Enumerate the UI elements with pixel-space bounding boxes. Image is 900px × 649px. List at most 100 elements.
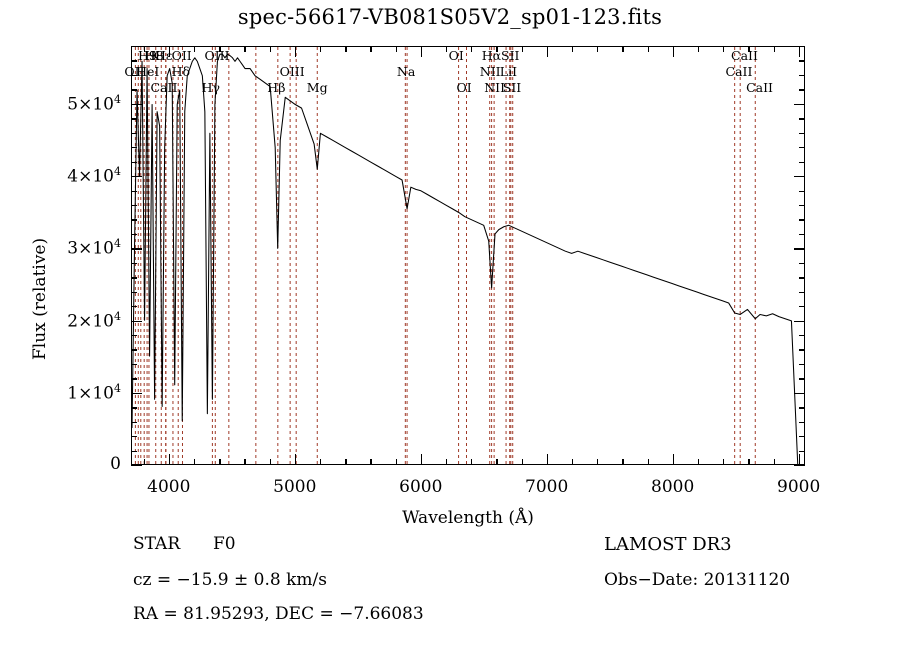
axis-tick (647, 459, 649, 465)
axis-tick (723, 459, 725, 465)
axis-tick (143, 46, 145, 52)
axis-tick (798, 454, 801, 465)
axis-tick (131, 118, 137, 120)
axis-tick (597, 459, 599, 465)
axis-tick (799, 147, 805, 149)
axis-tick (597, 46, 599, 52)
axis-tick (723, 46, 725, 52)
axis-tick (131, 277, 137, 279)
plot-area (131, 46, 805, 465)
y-tick-label: 5×104 (67, 92, 121, 115)
axis-tick (395, 46, 397, 52)
axis-tick (799, 132, 805, 135)
axis-tick (131, 204, 137, 207)
axis-tick (345, 46, 347, 52)
line-label-CaII: CaII (731, 48, 758, 63)
axis-tick (799, 291, 805, 293)
axis-tick (131, 89, 137, 91)
y-axis-title: Flux (relative) (30, 237, 50, 360)
axis-tick (131, 465, 142, 467)
axis-tick (131, 161, 137, 163)
axis-tick (131, 363, 137, 366)
x-tick-label: 7000 (525, 477, 569, 497)
axis-tick (697, 459, 700, 465)
axis-tick (799, 219, 805, 221)
axis-tick (799, 450, 805, 452)
line-label-H8: H8 (144, 48, 164, 63)
line-label-OIII: OIII (279, 64, 305, 79)
x-axis-title: Wavelength (Å) (402, 508, 534, 528)
axis-tick (131, 450, 137, 452)
axis-tick (571, 459, 574, 465)
spectrum-trace (132, 47, 804, 464)
axis-tick (294, 46, 297, 57)
axis-tick (571, 46, 574, 52)
x-tick-label: 5000 (273, 477, 317, 497)
axis-tick (521, 459, 523, 465)
axis-tick (269, 46, 271, 52)
axis-tick (446, 459, 448, 465)
axis-tick (799, 277, 805, 279)
axis-tick (131, 335, 137, 337)
line-label-H: Hα (481, 48, 502, 63)
axis-tick (794, 248, 805, 250)
axis-tick (521, 46, 523, 52)
y-tick-label: 1×104 (67, 381, 121, 404)
axis-tick (794, 103, 805, 106)
axis-tick (420, 46, 423, 57)
axis-tick (799, 161, 805, 163)
axis-tick (244, 46, 246, 52)
axis-tick (773, 46, 775, 52)
axis-tick (799, 335, 805, 337)
spectral-class: F0 (212, 534, 236, 554)
axis-tick (799, 306, 805, 308)
x-tick-label: 9000 (777, 477, 821, 497)
axis-tick (131, 291, 137, 293)
footer-cz: cz = −15.9 ± 0.8 km/s (133, 570, 327, 590)
line-label-OIII: OIII (204, 48, 230, 63)
axis-tick (496, 459, 498, 465)
axis-tick (794, 320, 805, 322)
axis-tick (168, 46, 171, 57)
axis-tick (219, 459, 221, 465)
axis-tick (799, 204, 805, 207)
axis-tick (131, 349, 137, 351)
line-label-H: Hδ (171, 64, 191, 79)
axis-tick (799, 89, 805, 91)
axis-tick (131, 176, 142, 178)
axis-tick (370, 459, 372, 465)
axis-tick (131, 421, 137, 424)
line-label-CaII: CaII (725, 64, 753, 79)
axis-tick (799, 378, 805, 380)
line-label-LiI: LiI (499, 64, 518, 79)
line-label-Na: Na (396, 64, 416, 79)
axis-tick (320, 459, 322, 465)
axis-tick (471, 46, 473, 52)
axis-tick (799, 46, 805, 48)
axis-tick (799, 190, 805, 192)
axis-tick (194, 459, 196, 465)
axis-tick (794, 392, 805, 395)
axis-tick (131, 392, 142, 395)
axis-tick (799, 349, 805, 351)
line-label-CaII: CaII (150, 80, 178, 95)
axis-tick (131, 60, 137, 62)
axis-tick (345, 459, 347, 465)
line-label-NII: NII (484, 80, 506, 95)
axis-tick (420, 454, 423, 465)
y-tick-label: 2×104 (67, 309, 121, 332)
axis-tick (748, 459, 750, 465)
axis-tick (131, 262, 137, 265)
axis-tick (546, 46, 549, 57)
axis-tick (446, 46, 448, 52)
axis-tick (799, 421, 805, 424)
axis-tick (798, 46, 801, 57)
axis-tick (269, 459, 271, 465)
axis-tick (799, 74, 805, 77)
axis-tick (395, 459, 397, 465)
y-tick-label: 3×104 (67, 237, 121, 259)
axis-tick (370, 46, 372, 52)
page-title: spec-56617-VB081S05V2_sp01-123.fits (237, 5, 663, 29)
line-label-H9: H9 (138, 48, 157, 63)
